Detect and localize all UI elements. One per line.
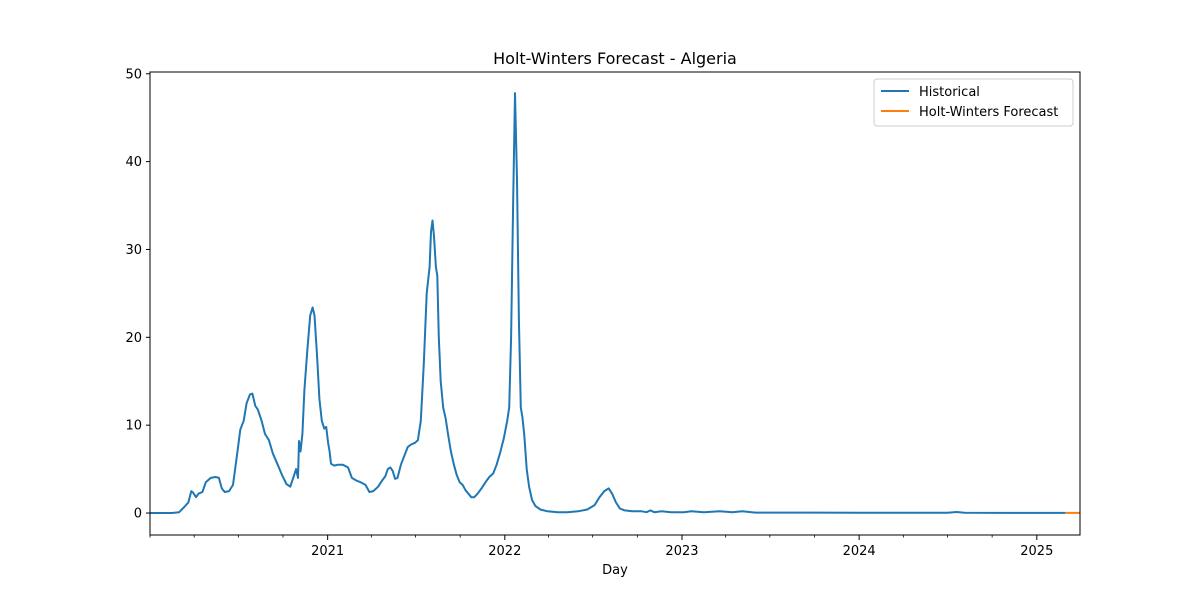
x-tick-label: 2025: [1020, 544, 1053, 559]
y-tick-label: 50: [125, 67, 142, 82]
legend-box: [873, 78, 1074, 127]
y-tick-label: 20: [125, 331, 142, 346]
legend-label-historical: Historical: [919, 85, 980, 100]
legend-label-forecast: Holt-Winters Forecast: [919, 105, 1058, 120]
y-tick-label: 0: [134, 507, 142, 522]
chart-title: Holt-Winters Forecast - Algeria: [493, 49, 737, 68]
x-tick-label: 2021: [311, 544, 344, 559]
y-axis: 0 10 20 30 40 50: [125, 67, 150, 522]
legend: Historical Holt-Winters Forecast: [873, 78, 1074, 127]
x-tick-label: 2023: [665, 544, 698, 559]
series-line-0: [150, 92, 1066, 514]
series-layer: [150, 92, 1080, 514]
x-axis-label: Day: [602, 563, 628, 578]
x-tick-label: 2024: [843, 544, 876, 559]
axes-frame: [149, 71, 1081, 536]
y-tick-label: 10: [125, 419, 142, 434]
y-tick-label: 40: [125, 155, 142, 170]
plot-area: [149, 71, 1081, 536]
y-tick-label: 30: [125, 243, 142, 258]
x-tick-label: 2022: [488, 544, 521, 559]
x-axis: 2021 2022 2023 2024 2025: [149, 535, 1053, 559]
